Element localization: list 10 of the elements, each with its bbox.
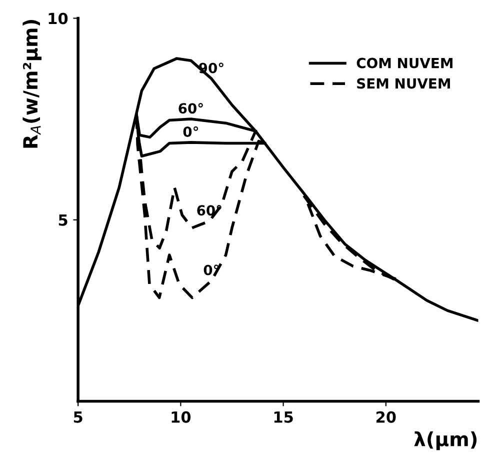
x-tick-label: 10 [172, 411, 191, 423]
annotation: 60° [178, 102, 203, 114]
legend-label: COM NUVEM [356, 58, 452, 68]
x-tick-label: 5 [74, 411, 82, 423]
y-axis-title: R$_{A}$(w/m²μm) [22, 20, 42, 148]
x-tick-label: 20 [376, 411, 396, 423]
x-tick-label: 15 [274, 411, 293, 423]
annotation: 0° [183, 126, 198, 137]
x-axis-title: λ(μm) [414, 431, 477, 450]
legend-label: SEM NUVEM [357, 78, 450, 89]
